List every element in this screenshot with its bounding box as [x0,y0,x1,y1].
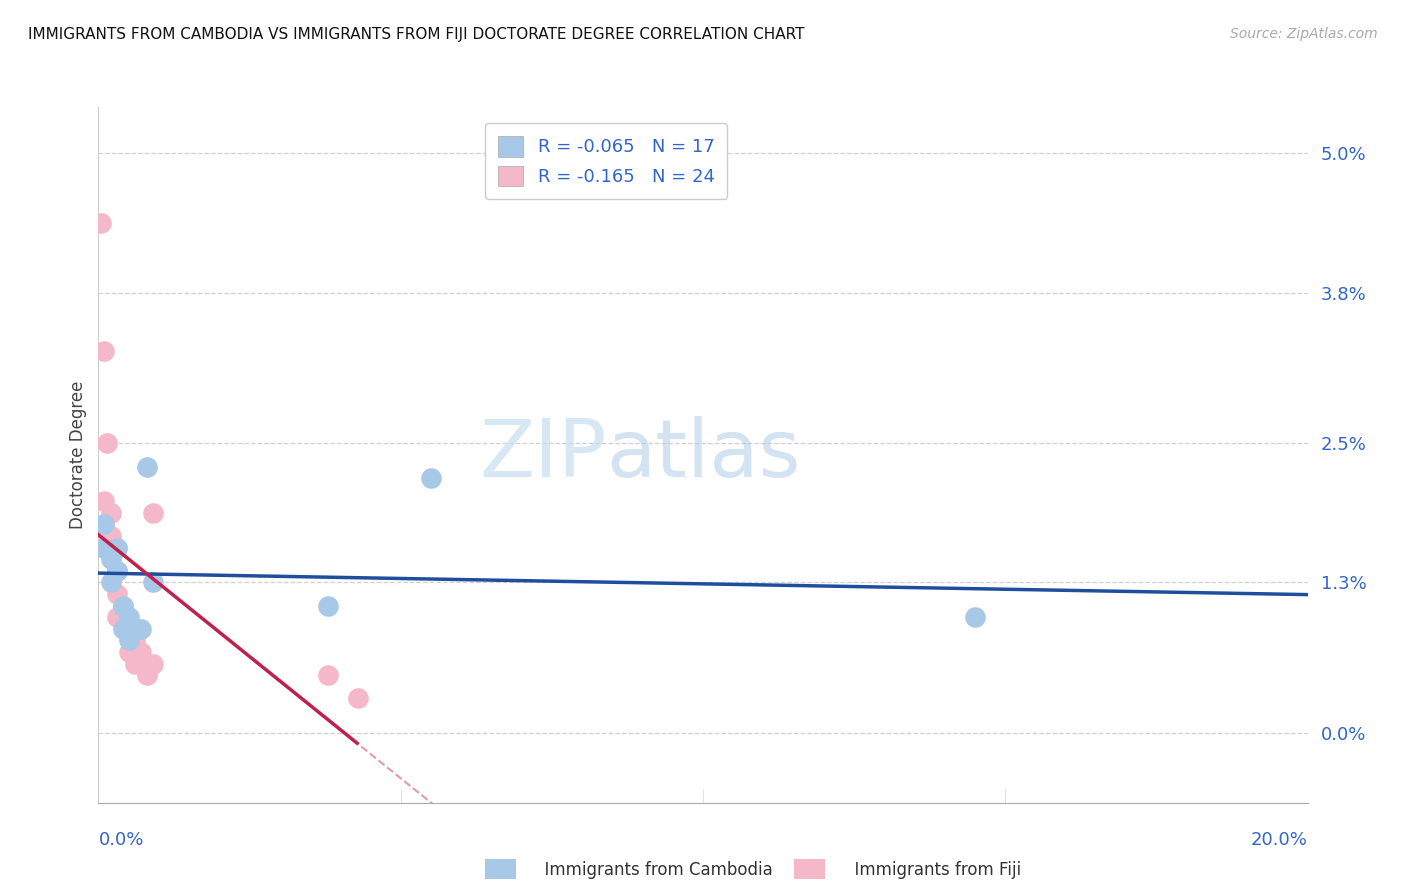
Point [105,564,128,578]
Point [965,610,987,624]
Text: Source: ZipAtlas.com: Source: ZipAtlas.com [1230,27,1378,41]
Point [111,599,134,613]
Point [142,506,165,520]
Point [129,622,152,636]
Point [105,541,128,555]
Point [105,587,128,601]
Point [135,459,157,474]
Point [124,633,146,648]
Point [100,529,122,543]
Text: Immigrants from Cambodia: Immigrants from Cambodia [534,861,773,879]
Point [100,575,122,590]
Text: Immigrants from Fiji: Immigrants from Fiji [844,861,1021,879]
Legend: R = -0.065   N = 17, R = -0.165   N = 24: R = -0.065 N = 17, R = -0.165 N = 24 [485,123,727,199]
Text: 20.0%: 20.0% [1251,830,1308,848]
Point [93,517,115,532]
Text: 0.0%: 0.0% [98,830,143,848]
Point [93,517,115,532]
Point [111,622,134,636]
Point [142,575,165,590]
Point [90,216,112,230]
Point [118,610,141,624]
Text: IMMIGRANTS FROM CAMBODIA VS IMMIGRANTS FROM FIJI DOCTORATE DEGREE CORRELATION CH: IMMIGRANTS FROM CAMBODIA VS IMMIGRANTS F… [28,27,804,42]
Point [129,645,152,659]
Point [316,668,339,682]
Point [93,541,115,555]
Point [118,622,141,636]
Point [105,610,128,624]
Point [135,668,157,682]
Point [142,657,165,671]
Y-axis label: Doctorate Degree: Doctorate Degree [69,381,87,529]
Text: atlas: atlas [606,416,800,494]
Point [100,506,122,520]
Point [96,436,118,450]
Point [118,645,141,659]
Point [105,541,128,555]
Point [105,564,128,578]
Point [93,494,115,508]
Text: ZIP: ZIP [479,416,606,494]
Point [93,343,115,358]
Point [111,610,134,624]
Point [124,657,146,671]
Point [105,564,128,578]
Point [316,599,339,613]
Point [347,691,370,706]
Point [118,633,141,648]
Point [93,529,115,543]
Point [100,552,122,566]
Point [111,599,134,613]
Point [419,471,441,485]
